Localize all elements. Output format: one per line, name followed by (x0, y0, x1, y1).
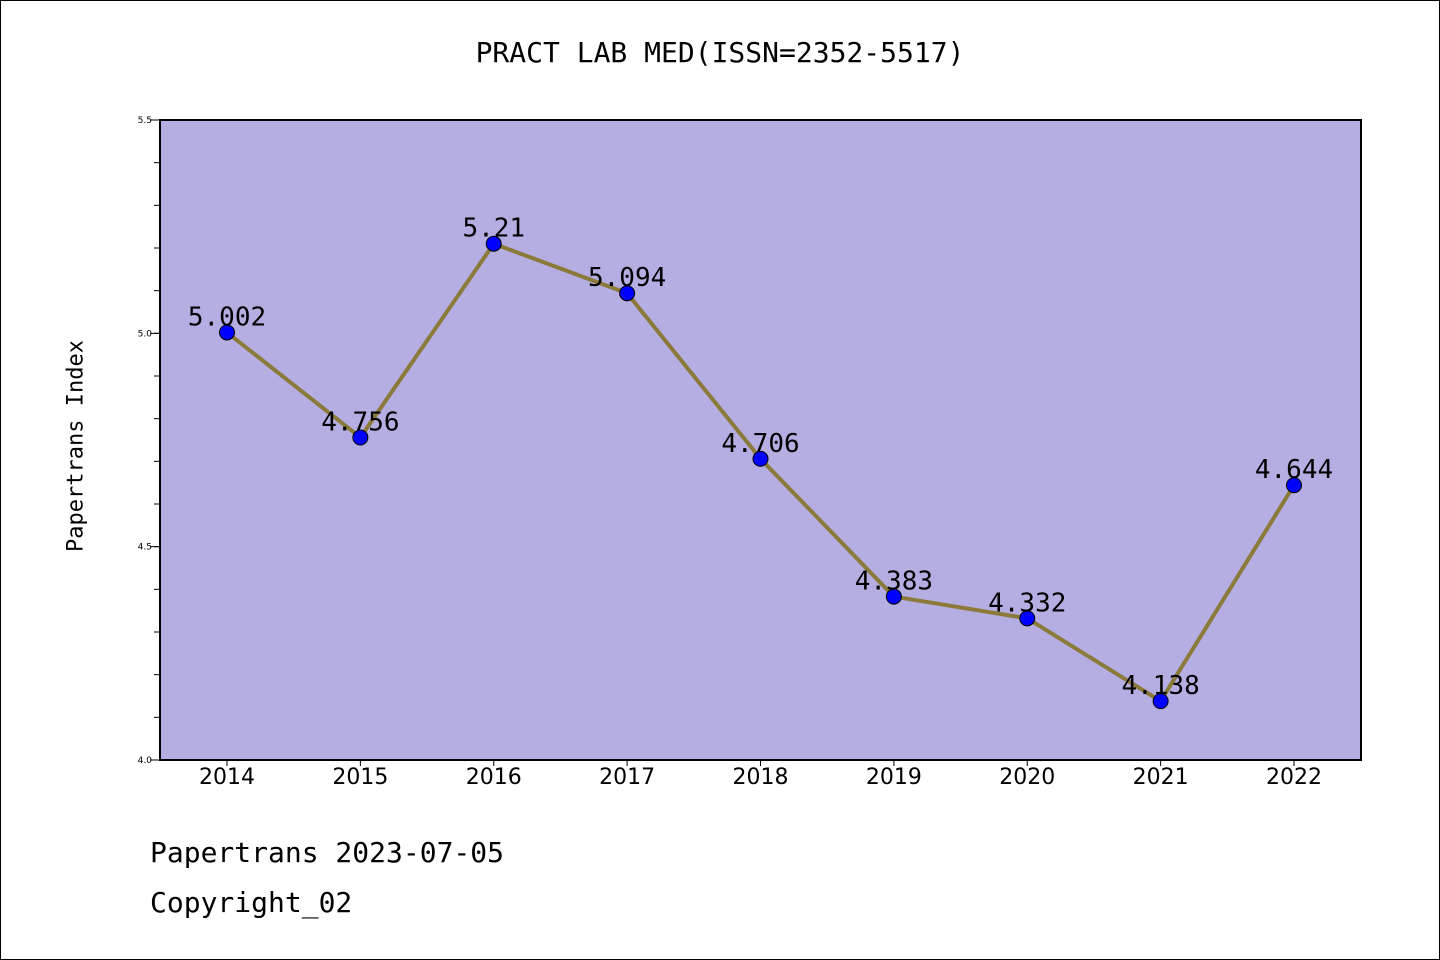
data-point-2019 (885, 588, 902, 605)
y-tick-label: 4.5 (138, 543, 152, 553)
data-point-2014 (219, 324, 235, 341)
data-label-2015: 4.756 (321, 407, 399, 437)
data-label-2014: 5.002 (188, 302, 266, 332)
x-tick-label: 2015 (332, 765, 388, 790)
y-tick-label: 5.0 (138, 329, 153, 339)
y-tick-label: 5.5 (138, 116, 152, 126)
data-point-2015 (352, 429, 369, 446)
data-markers (219, 235, 1302, 710)
chart-title: PRACT LAB MED(ISSN=2352-5517) (475, 36, 965, 69)
data-point-2022 (1286, 477, 1302, 494)
data-point-2016 (485, 235, 502, 252)
x-tick-label: 2016 (466, 765, 522, 790)
data-point-2018 (752, 450, 769, 467)
x-tick-label: 2020 (999, 765, 1055, 790)
data-label-2018: 4.706 (721, 429, 799, 459)
x-tick-label: 2017 (599, 765, 655, 790)
data-label-2017: 5.094 (588, 263, 666, 293)
data-point-2020 (1019, 610, 1036, 627)
data-label-2022: 4.644 (1255, 455, 1333, 485)
data-point-2021 (1152, 693, 1169, 710)
data-labels: 5.002 4.756 5.21 5.094 4.706 4.383 4.332 4.138 4… (188, 214, 1333, 701)
y-tick-label: 4.0 (138, 756, 153, 766)
x-tick-label: 2022 (1266, 765, 1322, 790)
data-label-2016: 5.21 (462, 214, 525, 244)
footer-date: Papertrans 2023-07-05 (150, 836, 505, 869)
x-axis-ticks: 2014 2015 2016 2017 2018 2019 2020 2021 2022 (199, 760, 1322, 790)
data-label-2019: 4.383 (855, 567, 933, 597)
plot-border (159, 119, 1362, 761)
x-tick-label: 2014 (199, 765, 255, 790)
footer-copyright: Copyright_02 (150, 886, 353, 919)
data-point-2017 (619, 285, 636, 302)
data-label-2020: 4.332 (988, 588, 1066, 618)
x-tick-label: 2019 (866, 765, 922, 790)
y-axis-ticks: 4.0 4.5 5.0 5.5 (138, 116, 160, 766)
x-tick-label: 2021 (1133, 765, 1189, 790)
x-tick-label: 2018 (733, 765, 789, 790)
data-label-2021: 4.138 (1121, 671, 1199, 701)
